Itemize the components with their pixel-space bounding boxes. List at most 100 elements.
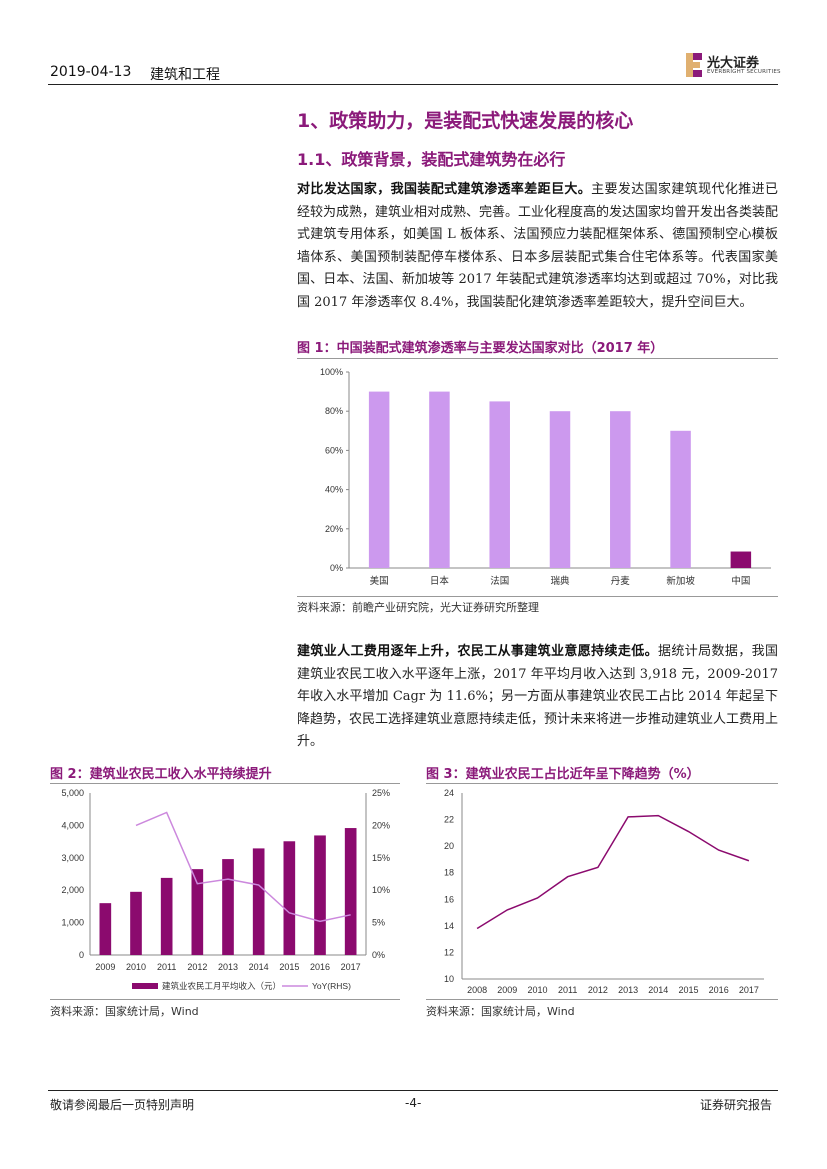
y-tick-label: 2,000 [61, 885, 84, 895]
paragraph-body: 据统计局数据，我国建筑业农民工收入水平逐年上涨，2017 年平均月收入达到 3,… [297, 644, 779, 749]
footer-rule [48, 1090, 778, 1091]
logo-mark-icon [686, 53, 702, 77]
x-tick-label: 中国 [731, 575, 750, 587]
bar [489, 401, 510, 568]
y-tick-label: 14 [444, 921, 454, 931]
figure-3-chart: 10 12 14 16 18 20 22 24 2008 2009 2010 2011 2012 2013… [444, 788, 764, 995]
y2-tick-label: 0% [372, 950, 385, 960]
y-tick-label: 60% [325, 445, 343, 455]
header-sector: 建筑和工程 [150, 67, 220, 83]
figure-2-bottom-rule [50, 999, 400, 1000]
y2-tick-label: 5% [372, 918, 385, 928]
y-tick-label: 40% [325, 485, 343, 495]
bar [160, 877, 173, 955]
bar [344, 828, 357, 955]
series-line [476, 814, 750, 930]
paragraph-labor-cost: 建筑业人工费用逐年上升，农民工从事建筑业意愿持续走低。据统计局数据，我国建筑业农… [297, 641, 778, 754]
x-tick-label: 瑞典 [550, 575, 570, 587]
figure-2-rule [50, 783, 400, 784]
x-tick-label: 法国 [490, 575, 509, 587]
paragraph-penetration: 对比发达国家，我国装配式建筑渗透率差距巨大。主要发达国家建筑现代化推进已经较为成… [297, 179, 778, 314]
figure-2-source: 资料来源：国家统计局，Wind [50, 1005, 199, 1018]
bar [368, 391, 390, 568]
y-tick-label: 0% [330, 563, 343, 573]
footer-disclaimer: 敬请参阅最后一页特别声明 [50, 1098, 195, 1112]
series-line [135, 811, 351, 923]
logo-text-cn: 光大证券 [707, 56, 760, 71]
figure-2-title: 图 2：建筑业农民工收入水平持续提升 [50, 767, 272, 782]
header-rule [48, 84, 778, 85]
x-tick-label: 2017 [341, 962, 361, 972]
x-tick-label: 2015 [678, 985, 698, 995]
figure-1-rule [297, 358, 778, 359]
x-tick-label: 2013 [618, 985, 638, 995]
logo-text-en: EVERBRIGHT SECURITIES [707, 69, 781, 75]
x-tick-label: 2015 [279, 962, 299, 972]
y-tick-label: 18 [444, 868, 454, 878]
y-tick-label: 1,000 [61, 918, 84, 928]
y-tick-label: 24 [444, 788, 454, 798]
bar [130, 891, 142, 955]
x-tick-label: 2011 [558, 985, 577, 995]
figure-1-chart: 0% 20% 40% 60% 80% 100% 美国 日本 法国 瑞典 丹麦 新加坡 中国 [320, 367, 771, 587]
figure-3-rule [426, 783, 778, 784]
y2-tick-label: 10% [372, 885, 390, 895]
x-tick-label: 2016 [310, 962, 330, 972]
figure-1-title: 图 1：中国装配式建筑渗透率与主要发达国家对比（2017 年） [297, 341, 664, 356]
figure-1-source: 资料来源：前瞻产业研究院，光大证券研究所整理 [297, 601, 539, 614]
bar [730, 551, 752, 568]
x-tick-label: 2009 [95, 962, 115, 972]
x-tick-label: 2012 [187, 962, 207, 972]
paragraph-lead: 对比发达国家，我国装配式建筑渗透率差距巨大。 [297, 182, 592, 197]
x-tick-label: 2017 [739, 985, 759, 995]
bar [283, 841, 296, 955]
figure-1-bottom-rule [297, 596, 778, 597]
x-tick-label: 2008 [467, 985, 487, 995]
y-tick-label: 3,000 [61, 853, 84, 863]
figure-3-title: 图 3：建筑业农民工占比近年呈下降趋势（%） [426, 767, 700, 782]
y-tick-label: 0 [79, 950, 84, 960]
y2-tick-label: 20% [372, 820, 390, 830]
figure-2-chart: 0 1,000 2,000 3,000 4,000 5,000 0% 5% 10% 15% 20% 2… [61, 788, 390, 991]
bar [610, 411, 631, 568]
paragraph-body: 主要发达国家建筑现代化推进已经较为成熟，建筑业相对成熟、完善。工业化程度高的发达… [297, 182, 779, 310]
y2-tick-label: 15% [372, 853, 390, 863]
y-tick-label: 80% [325, 406, 343, 416]
x-tick-label: 2014 [648, 985, 668, 995]
section-heading: 1、政策助力，是装配式快速发展的核心 [297, 110, 634, 132]
bar [222, 859, 234, 955]
paragraph-lead: 建筑业人工费用逐年上升，农民工从事建筑业意愿持续走低。 [297, 644, 659, 659]
bar [429, 391, 450, 568]
legend-swatch [132, 983, 158, 989]
header-date: 2019-04-13 [50, 64, 132, 80]
x-tick-label: 2016 [709, 985, 729, 995]
y-tick-label: 4,000 [61, 820, 84, 830]
y-tick-label: 12 [444, 947, 454, 957]
figure-3-source: 资料来源：国家统计局，Wind [426, 1005, 575, 1018]
y-tick-label: 16 [444, 894, 454, 904]
y-tick-label: 20% [325, 524, 343, 534]
x-tick-label: 美国 [370, 575, 389, 587]
bar [549, 411, 571, 568]
y-tick-label: 22 [444, 815, 454, 825]
y-tick-label: 5,000 [61, 788, 84, 798]
x-tick-label: 2013 [218, 962, 238, 972]
bar [670, 430, 691, 568]
bar [314, 835, 326, 955]
x-tick-label: 丹麦 [611, 575, 631, 587]
bar [252, 848, 265, 955]
y-tick-label: 10 [444, 974, 454, 984]
subsection-heading: 1.1、政策背景，装配式建筑势在必行 [297, 150, 566, 169]
legend-label: YoY(RHS) [312, 981, 351, 991]
legend-label: 建筑业农民工月平均收入（元） [162, 981, 281, 991]
x-tick-label: 2014 [249, 962, 269, 972]
x-tick-label: 新加坡 [666, 575, 695, 587]
bar [99, 903, 112, 955]
figure-3-bottom-rule [426, 999, 778, 1000]
y-tick-label: 100% [320, 367, 343, 377]
x-tick-label: 2010 [527, 985, 547, 995]
x-tick-label: 日本 [430, 575, 450, 587]
y2-tick-label: 25% [372, 788, 390, 798]
x-tick-label: 2012 [588, 985, 608, 995]
brand-logo: 光大证券 EVERBRIGHT SECURITIES [684, 52, 784, 80]
